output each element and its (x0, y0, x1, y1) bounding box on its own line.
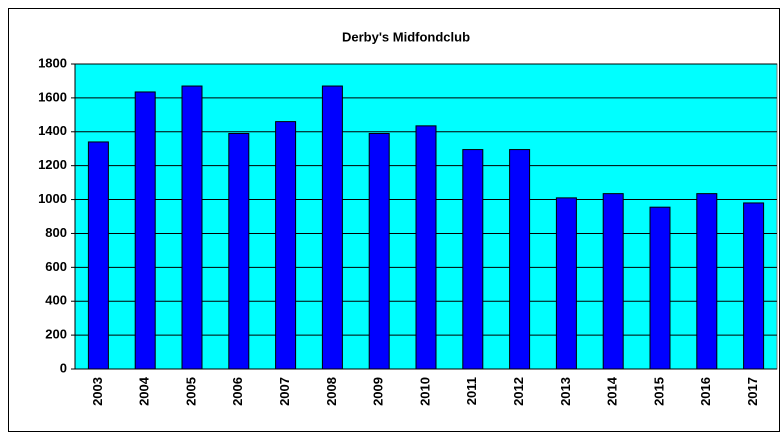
bar (134, 91, 156, 370)
y-tick-label: 0 (60, 360, 67, 375)
bar (743, 202, 765, 370)
chart-title: Derby's Midfondclub (342, 29, 470, 44)
bar (368, 132, 390, 370)
x-tick-label: 2003 (90, 377, 105, 406)
x-tick-label: 2013 (558, 377, 573, 406)
x-tick-label: 2010 (417, 377, 432, 406)
bar (415, 125, 437, 370)
y-tick-label: 200 (45, 327, 67, 342)
bar (275, 121, 297, 370)
x-tick-label: 2015 (651, 377, 666, 406)
bar (321, 85, 343, 370)
x-tick-label: 2017 (745, 377, 760, 406)
y-tick-label: 1400 (38, 123, 67, 138)
bar (602, 193, 624, 370)
x-tick-label: 2007 (277, 377, 292, 406)
y-tick-label: 1800 (38, 55, 67, 70)
bar (462, 149, 484, 370)
y-tick-label: 1000 (38, 191, 67, 206)
bar (649, 206, 671, 370)
bar (555, 197, 577, 370)
x-tick-label: 2004 (137, 376, 152, 406)
x-tick-label: 2014 (605, 376, 620, 406)
x-tick-label: 2012 (511, 377, 526, 406)
bar (696, 193, 718, 370)
y-tick-label: 800 (45, 225, 67, 240)
x-tick-label: 2006 (230, 377, 245, 406)
y-tick-label: 1200 (38, 157, 67, 172)
y-tick-label: 1600 (38, 89, 67, 104)
x-tick-label: 2016 (698, 377, 713, 406)
x-tick-label: 2009 (371, 377, 386, 406)
y-tick-label: 600 (45, 259, 67, 274)
y-tick-label: 400 (45, 293, 67, 308)
x-tick-label: 2008 (324, 377, 339, 406)
bar (228, 132, 250, 370)
x-tick-label: 2011 (464, 377, 479, 405)
bar (509, 149, 531, 370)
bar (181, 85, 203, 370)
x-tick-label: 2005 (183, 377, 198, 406)
bar (87, 141, 109, 370)
